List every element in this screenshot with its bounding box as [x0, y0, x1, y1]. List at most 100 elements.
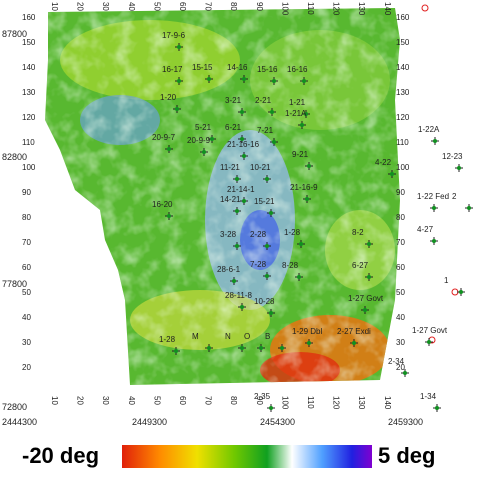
well-label: 8-2 [352, 228, 364, 237]
top-grid-label: 50 [152, 2, 161, 11]
left-grid-label: 120 [22, 113, 36, 122]
well-label: 3-28 [220, 230, 237, 239]
well-label: 1-22 Fed [417, 192, 449, 201]
left-grid-label: 50 [22, 288, 31, 297]
well-label: 1-34 [420, 392, 437, 401]
well-dot [232, 279, 236, 283]
bottom-grid-label: 90 [255, 396, 264, 405]
well-dot [427, 340, 431, 344]
bottom-grid-label: 120 [332, 396, 341, 410]
well-label: 21-14-1 [227, 185, 255, 194]
well-dot [433, 139, 437, 143]
well-label: 6-27 [352, 261, 369, 270]
bottom-grid-label: 40 [127, 396, 136, 405]
well-dot [390, 172, 394, 176]
left-grid-label: 150 [22, 38, 36, 47]
well-label: 12-23 [442, 152, 463, 161]
right-grid-label: 70 [396, 238, 405, 247]
well-label: 20-9-9 [187, 136, 211, 145]
right-grid-label: 160 [396, 13, 410, 22]
well-dot [307, 341, 311, 345]
well-dot [297, 275, 301, 279]
top-grid-label: 70 [204, 2, 213, 11]
well-label: 15-15 [192, 63, 213, 72]
well-dot [270, 110, 274, 114]
well-label: 2-34 [388, 357, 405, 366]
well-dot [307, 164, 311, 168]
top-grid-label: 40 [127, 2, 136, 11]
well-label: 1-21A [285, 109, 307, 118]
right-grid-label: 120 [396, 113, 410, 122]
well-label: 17-9-6 [162, 31, 186, 40]
well-label: 1 [444, 276, 449, 285]
top-grid-label: 80 [229, 2, 238, 11]
bottom-grid-label: 60 [178, 396, 187, 405]
well-dot [235, 209, 239, 213]
right-grid-label: 100 [396, 163, 410, 172]
well-dot [235, 244, 239, 248]
top-grid-label: 140 [383, 2, 392, 16]
well-dot [299, 242, 303, 246]
well-label: 10-28 [254, 297, 275, 306]
well-dot [269, 311, 273, 315]
left-grid-label: 140 [22, 63, 36, 72]
well-dot [235, 177, 239, 181]
top-grid-label: 110 [306, 2, 315, 15]
right-grid-label: 90 [396, 188, 405, 197]
well-dot [269, 211, 273, 215]
left-grid-label: 20 [22, 363, 31, 372]
well-label: 3-21 [225, 96, 242, 105]
well-dot [242, 199, 246, 203]
bottom-grid-label: 50 [152, 396, 161, 405]
bottom-grid-label: 70 [204, 396, 213, 405]
well-dot [272, 140, 276, 144]
well-dot [352, 341, 356, 345]
colorbar-max: 5 deg [378, 443, 435, 468]
well-dot [175, 107, 179, 111]
well-dot [403, 371, 407, 375]
well-dot [304, 112, 308, 116]
top-grid-label: 130 [357, 2, 366, 16]
marker [421, 4, 429, 12]
bottom-grid-label: 30 [101, 396, 110, 405]
well-dot [259, 346, 263, 350]
well-label: 21-16-16 [227, 140, 260, 149]
well-dot [210, 137, 214, 141]
well-dot [302, 79, 306, 83]
y-coord: 72800 [2, 402, 27, 412]
well-label: O [244, 332, 250, 341]
well-dot [174, 349, 178, 353]
right-grid-label: 50 [396, 288, 405, 297]
left-grid-label: 110 [22, 138, 35, 147]
well-dot [363, 308, 367, 312]
well-label: 21-16-9 [290, 183, 318, 192]
well-label: 2-35 [254, 392, 271, 401]
colorbar [122, 445, 372, 468]
well-dot [242, 154, 246, 158]
top-grid-label: 20 [76, 2, 85, 11]
top-grid-label: 100 [280, 2, 289, 16]
well-label: 8-28 [282, 261, 299, 270]
right-grid-label: 140 [396, 63, 410, 72]
top-grid-label: 120 [332, 2, 341, 16]
well-label: 1-27 Govt [348, 294, 384, 303]
well-dot [167, 147, 171, 151]
well-dot [269, 406, 273, 410]
well-dot [459, 290, 463, 294]
well-label: 14-21 [220, 195, 241, 204]
x-coord: 2459300 [388, 417, 423, 427]
well-dot [305, 197, 309, 201]
well-dot [367, 242, 371, 246]
left-grid-label: 100 [22, 163, 36, 172]
well-label: 7-28 [250, 260, 267, 269]
well-label: 2-27 Exdi [337, 327, 371, 336]
well-dot [265, 274, 269, 278]
well-dot [272, 79, 276, 83]
well-label: B [265, 332, 270, 341]
well-dot [240, 305, 244, 309]
right-grid-label: 130 [396, 88, 410, 97]
heatmap [45, 8, 400, 385]
well-dot [240, 346, 244, 350]
bottom-grid-label: 80 [229, 396, 238, 405]
